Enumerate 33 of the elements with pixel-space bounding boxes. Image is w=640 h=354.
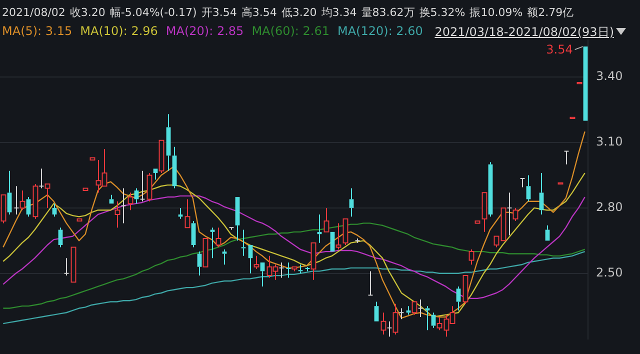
candlestick [241, 229, 246, 256]
candlestick [191, 220, 196, 248]
candlestick [26, 196, 31, 218]
candlestick [374, 301, 379, 322]
candlestick [166, 114, 171, 172]
candlestick [52, 203, 57, 218]
text: MA(120): 2.60 [337, 24, 423, 38]
candlestick [545, 224, 550, 241]
y-tick-label: 3.40 [596, 69, 623, 84]
candlestick [210, 227, 215, 259]
text: MA(10): 2.96 [80, 24, 158, 38]
candlestick [235, 197, 240, 242]
y-tick-label: 3.10 [596, 134, 623, 149]
candlestick [539, 172, 544, 215]
candlestick [526, 174, 531, 202]
text: 2021/03/18-2021/08/02(93日) [434, 24, 614, 41]
candlestick [488, 162, 493, 218]
annotation: 3.54 [546, 42, 573, 57]
text: MA(60): 2.61 [252, 24, 330, 38]
y-tick-label: 2.50 [596, 265, 623, 280]
text: MA(20): 2.85 [166, 24, 244, 38]
candlestick [197, 251, 202, 276]
candlestick [153, 168, 158, 180]
candlestick [58, 227, 63, 248]
candlestick [172, 146, 177, 189]
candlestick [456, 286, 461, 311]
y-tick-label: 2.80 [596, 200, 623, 214]
candlestick [7, 170, 12, 215]
candlestick [349, 188, 354, 218]
candlestick [248, 245, 253, 274]
text: MA(5): 3.15 [2, 24, 72, 38]
chart-subtitle: 2021/08/02 收3.20 幅-5.04%(-0.17) 开3.54 高3.54 低3.20 均3.34 量83.62万 换5.32% 振10.09% 额2.79亿 [2, 5, 574, 20]
candlestick [109, 194, 114, 204]
